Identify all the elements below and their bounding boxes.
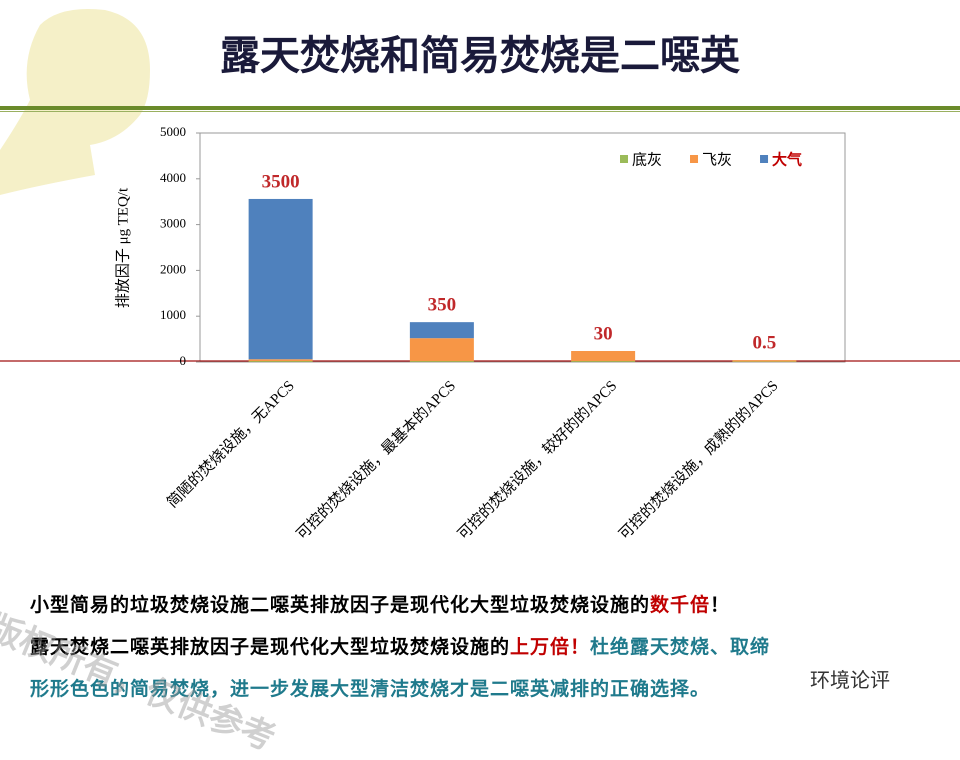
text-segment: 上万倍！ bbox=[510, 637, 590, 658]
logo: 环境论评 bbox=[800, 662, 900, 695]
title-rule bbox=[0, 106, 960, 110]
bar-segment bbox=[410, 338, 474, 361]
x-tick-label: 可控的焚烧设施，较好的的APCS bbox=[454, 377, 621, 544]
y-tick-label: 0 bbox=[180, 353, 187, 368]
silhouette bbox=[0, 9, 150, 195]
data-label: 3500 bbox=[262, 171, 300, 192]
legend-swatch bbox=[760, 155, 768, 163]
data-label: 350 bbox=[428, 295, 457, 316]
x-tick-label: 可控的焚烧设施，成熟的的APCS bbox=[616, 377, 782, 543]
bar-segment bbox=[249, 199, 313, 359]
y-tick-label: 5000 bbox=[160, 124, 186, 139]
text-line: 小型简易的垃圾焚烧设施二噁英排放因子是现代化大型垃圾焚烧设施的数千倍！ bbox=[30, 585, 950, 627]
y-tick-label: 4000 bbox=[160, 170, 186, 185]
legend-label: 大气 bbox=[772, 151, 802, 169]
x-tick-label: 可控的焚烧设施，最基本的APCS bbox=[293, 377, 459, 543]
x-tick-label: 简陋的焚烧设施，无APCS bbox=[164, 377, 298, 511]
legend-swatch bbox=[690, 155, 698, 163]
legend-label: 底灰 bbox=[632, 151, 662, 169]
y-tick-label: 2000 bbox=[160, 261, 186, 276]
bar-segment bbox=[571, 351, 635, 361]
text-segment: 小型简易的垃圾焚烧设施二噁英排放因子是现代化大型垃圾焚烧设施的 bbox=[30, 595, 650, 616]
text-segment: ！ bbox=[710, 595, 730, 616]
bar-segment bbox=[410, 361, 474, 362]
bar-segment bbox=[410, 322, 474, 338]
bar-segment bbox=[249, 359, 313, 361]
text-segment: 杜绝露天焚烧、取缔 bbox=[590, 637, 770, 658]
y-tick-label: 3000 bbox=[160, 216, 186, 231]
y-axis-label: 排放因子 μg TEQ/t bbox=[114, 187, 131, 308]
slide-title: 露天焚烧和简易焚烧是二噁英 bbox=[220, 33, 741, 78]
data-label: 0.5 bbox=[753, 333, 777, 354]
legend-label: 飞灰 bbox=[702, 151, 732, 169]
title-rule-thin bbox=[0, 111, 960, 112]
text-segment: 数千倍 bbox=[650, 595, 710, 616]
bar-segment bbox=[571, 361, 635, 362]
data-label: 30 bbox=[594, 323, 613, 344]
legend-swatch bbox=[620, 155, 628, 163]
bar-segment bbox=[249, 361, 313, 362]
y-tick-label: 1000 bbox=[160, 307, 186, 322]
bar-segment bbox=[732, 360, 796, 361]
